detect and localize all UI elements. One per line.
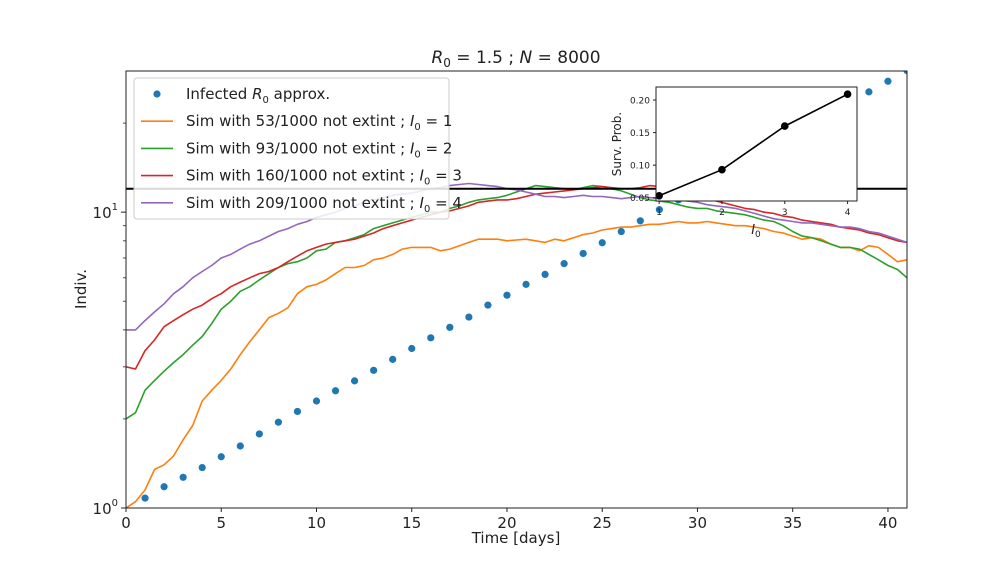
marker-point [160, 483, 168, 491]
main-series-group [126, 71, 907, 508]
marker-point [503, 291, 511, 299]
marker-point [579, 249, 587, 258]
marker-point [179, 473, 187, 481]
x-axis-label: Time [days] [471, 529, 561, 547]
y-tick-label: 101 [93, 202, 118, 222]
legend-item: Sim with 209/1000 not extint ; I0 = 4 [141, 194, 462, 215]
inset-x-tick-label: 3 [782, 208, 788, 218]
legend-box [133, 77, 450, 220]
series-line-i0-4 [126, 182, 907, 331]
marker-point [541, 270, 549, 279]
marker-point [312, 397, 321, 405]
main-plot: 0 5 10 15 20 25 30 35 40 100 101 Time [days] Indi… [72, 70, 908, 547]
series-line-i0-2 [126, 184, 907, 420]
marker-point [465, 313, 473, 321]
legend-label: Sim with 53/1000 not extint ; I0 = 1 [186, 112, 452, 133]
legend-label: Sim with 209/1000 not extint ; I0 = 4 [186, 194, 462, 215]
marker-point [598, 239, 606, 247]
legend-label: Infected R0 approx. [186, 85, 330, 106]
marker-point [903, 71, 907, 75]
inset-plot: 1 2 3 4 0.05 0.10 0.15 0.20 Surv. Prob. I0 [610, 86, 858, 240]
x-tick-label: 40 [878, 514, 897, 532]
main-x-ticks: 0 5 10 15 20 25 30 35 40 [121, 508, 897, 532]
legend-item: Sim with 93/1000 not extint ; I0 = 2 [141, 139, 452, 160]
inset-y-tick-label: 0.15 [630, 129, 650, 139]
marker-point [198, 463, 206, 472]
x-tick-label: 25 [593, 514, 612, 532]
legend-item: Sim with 53/1000 not extint ; I0 = 1 [141, 112, 452, 133]
legend-item: Sim with 160/1000 not extint ; I0 = 3 [141, 167, 462, 188]
chart-title: R0 = 1.5 ; N = 8000 [431, 48, 600, 70]
inset-x-tick-label: 4 [845, 208, 851, 218]
x-tick-label: 10 [307, 514, 326, 532]
x-tick-label: 0 [121, 514, 131, 532]
inset-point [655, 191, 663, 200]
legend-label: Sim with 160/1000 not extint ; I0 = 3 [186, 167, 462, 188]
marker-point [141, 494, 149, 502]
legend-label: Sim with 93/1000 not extint ; I0 = 2 [186, 139, 452, 160]
x-tick-label: 30 [688, 514, 707, 532]
legend-marker [153, 90, 161, 98]
inset-point [780, 122, 789, 130]
marker-point [350, 377, 359, 385]
x-tick-label: 15 [402, 514, 421, 532]
marker-point [655, 206, 663, 214]
x-tick-label: 20 [497, 514, 516, 532]
y-axis-label: Indiv. [72, 269, 90, 309]
series-line-i0-3 [126, 184, 907, 370]
inset-x-ticks: 1 2 3 4 [656, 201, 851, 218]
marker-point [884, 77, 892, 85]
inset-survival-line [658, 93, 848, 197]
x-tick-label: 5 [216, 514, 226, 532]
inset-x-tick-label: 1 [656, 208, 662, 218]
marker-point [331, 387, 340, 395]
marker-point [522, 280, 530, 288]
marker-point [217, 453, 225, 461]
inset-axes-frame [655, 86, 858, 202]
legend: Infected R0 approx. Sim with 53/1000 not … [133, 77, 462, 220]
inset-x-axis-label: I0 [751, 223, 761, 240]
marker-point [560, 260, 568, 268]
legend-items: Infected R0 approx. Sim with 53/1000 not … [141, 85, 462, 215]
marker-point [484, 301, 492, 309]
inset-point [718, 165, 726, 174]
marker-point [293, 407, 302, 416]
inset-point [843, 90, 852, 98]
marker-point [255, 430, 263, 438]
marker-point [274, 418, 282, 426]
series-line-i0-1 [126, 220, 907, 508]
marker-point [617, 227, 625, 236]
marker-point [389, 355, 397, 363]
marker-point [446, 323, 454, 331]
marker-point [427, 334, 435, 342]
marker-point [370, 366, 378, 374]
marker-point [236, 442, 244, 450]
marker-point [865, 88, 873, 96]
marker-point [636, 217, 644, 225]
marker-point [408, 344, 416, 353]
inset-y-tick-label: 0.05 [630, 194, 650, 204]
legend-item: Infected R0 approx. [153, 85, 330, 106]
inset-y-ticks: 0.05 0.10 0.15 0.20 [630, 97, 656, 204]
inset-y-tick-label: 0.10 [630, 162, 650, 172]
main-y-ticks: 100 101 [93, 122, 126, 518]
inset-series-group [655, 90, 852, 200]
inset-y-axis-label: Surv. Prob. [610, 112, 624, 176]
main-axes-frame [125, 70, 908, 509]
inset-y-tick-label: 0.20 [630, 97, 650, 107]
x-tick-label: 35 [783, 514, 802, 532]
inset-x-tick-label: 2 [719, 208, 725, 218]
y-tick-label: 100 [93, 498, 118, 518]
